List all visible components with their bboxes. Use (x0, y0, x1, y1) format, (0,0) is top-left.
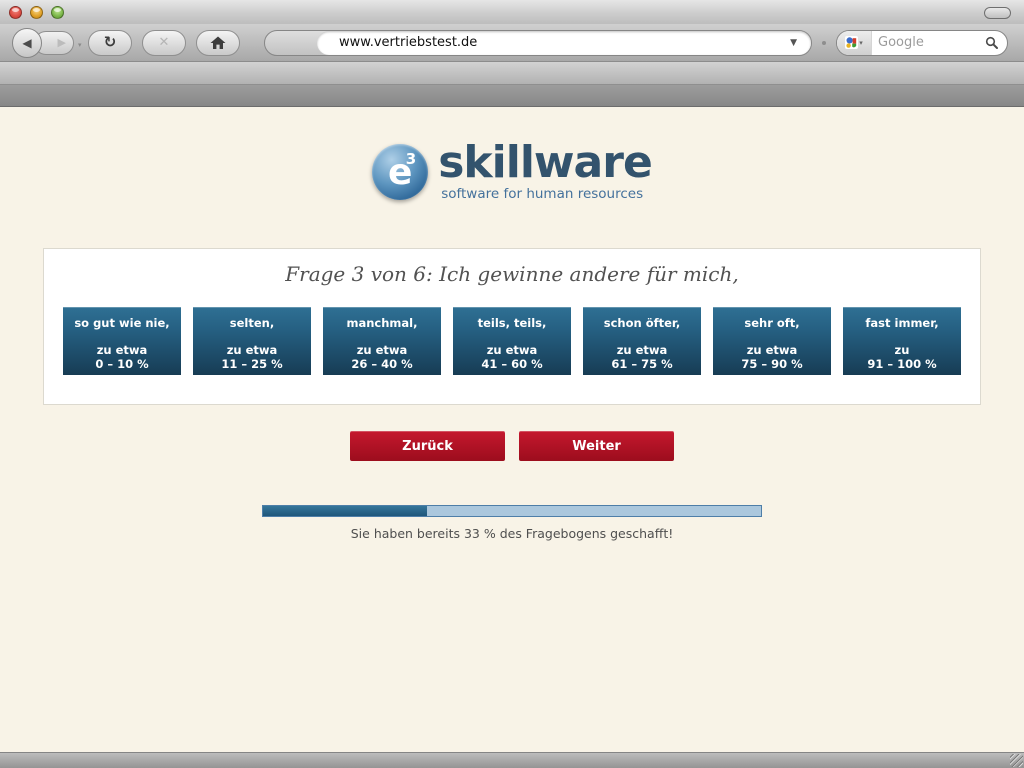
search-icon[interactable] (985, 36, 999, 50)
page-content: e 3 skillware software for human resourc… (0, 107, 1024, 752)
window-controls (9, 6, 64, 19)
tab-strip-band (0, 85, 1024, 107)
home-button[interactable] (196, 29, 240, 56)
url-bar: ▼ (264, 29, 812, 56)
home-icon (210, 36, 226, 50)
answer-button-4[interactable]: schon öfter, zu etwa 61 – 75 % (583, 307, 701, 375)
reload-button[interactable]: ↻ (88, 29, 132, 56)
answer-qualifier: zu (894, 343, 910, 357)
zurueck-button[interactable]: Zurück (350, 431, 505, 461)
answer-label: so gut wie nie, (74, 316, 170, 330)
answer-range: 11 – 25 % (221, 357, 283, 371)
answer-range: 75 – 90 % (741, 357, 803, 371)
navigation-toolbar: ▶ ◀ ▾ ↻ ✕ ▼ (0, 24, 1024, 62)
answer-qualifier: zu etwa (226, 343, 278, 357)
question-card: Frage 3 von 6: Ich gewinne andere für mi… (43, 248, 981, 405)
url-dropdown-icon[interactable]: ▼ (790, 37, 797, 48)
progress-bar (262, 505, 762, 517)
back-button[interactable]: ◀ (12, 27, 42, 58)
answer-button-2[interactable]: manchmal, zu etwa 26 – 40 % (323, 307, 441, 375)
status-bar (0, 752, 1024, 768)
answer-button-6[interactable]: fast immer, zu 91 – 100 % (843, 307, 961, 375)
skillware-logo: e 3 skillware software for human resourc… (372, 137, 653, 203)
reload-icon: ↻ (103, 33, 117, 51)
weiter-button[interactable]: Weiter (519, 431, 674, 461)
search-input[interactable] (872, 35, 978, 50)
answer-button-0[interactable]: so gut wie nie, zu etwa 0 – 10 % (63, 307, 181, 375)
answer-range: 41 – 60 % (481, 357, 543, 371)
answer-qualifier: zu etwa (96, 343, 148, 357)
answer-range: 61 – 75 % (611, 357, 673, 371)
history-dropdown-icon[interactable]: ▾ (78, 40, 82, 49)
logo-e3-icon: e 3 (372, 143, 429, 200)
search-bar: ▾ (836, 29, 1008, 56)
logo-tagline: software for human resources (441, 186, 644, 202)
search-engine-dropdown-icon: ▾ (859, 38, 863, 47)
stop-button[interactable]: ✕ (142, 29, 186, 56)
back-forward-cluster: ▶ ◀ ▾ (12, 27, 82, 58)
answer-label: manchmal, (346, 316, 418, 330)
resize-grip-icon[interactable] (1010, 754, 1023, 767)
answer-options: so gut wie nie, zu etwa 0 – 10 % selten,… (63, 307, 961, 375)
stop-icon: ✕ (158, 35, 170, 50)
forward-icon: ▶ (57, 36, 66, 49)
answer-label: fast immer, (865, 316, 939, 330)
title-bar[interactable] (0, 0, 1024, 24)
answer-qualifier: zu etwa (746, 343, 798, 357)
answer-label: teils, teils, (477, 316, 547, 330)
answer-range: 0 – 10 % (95, 357, 149, 371)
search-engine-selector[interactable]: ▾ (837, 30, 872, 55)
question-title: Frage 3 von 6: Ich gewinne andere für mi… (285, 262, 739, 286)
close-button[interactable] (9, 6, 22, 19)
answer-button-3[interactable]: teils, teils, zu etwa 41 – 60 % (453, 307, 571, 375)
answer-qualifier: zu etwa (486, 343, 538, 357)
logo-exponent: 3 (405, 149, 417, 168)
logo-symbol: e (387, 151, 413, 193)
answer-button-1[interactable]: selten, zu etwa 11 – 25 % (193, 307, 311, 375)
url-input[interactable] (317, 35, 791, 50)
google-logo-icon (845, 36, 859, 49)
answer-button-5[interactable]: sehr oft, zu etwa 75 – 90 % (713, 307, 831, 375)
answer-range: 26 – 40 % (351, 357, 413, 371)
progress-caption: Sie haben bereits 33 % des Fragebogens g… (350, 526, 674, 541)
answer-label: sehr oft, (744, 316, 800, 330)
toolbar-separator-dot (822, 40, 826, 45)
back-icon: ◀ (22, 35, 32, 50)
zoom-button[interactable] (51, 6, 64, 19)
toolbar-toggle-pill[interactable] (984, 7, 1011, 19)
progress-fill (263, 506, 428, 516)
answer-qualifier: zu etwa (356, 343, 408, 357)
logo-text: skillware software for human resources (438, 137, 653, 203)
url-field-wrap: ▼ (317, 30, 811, 55)
answer-qualifier: zu etwa (616, 343, 668, 357)
answer-range: 91 – 100 % (867, 357, 937, 371)
bookmarks-bar (0, 62, 1024, 85)
logo-name: skillware (438, 137, 653, 188)
wizard-nav-buttons: Zurück Weiter (350, 431, 674, 461)
answer-label: schon öfter, (603, 316, 681, 330)
answer-label: selten, (229, 316, 275, 330)
minimize-button[interactable] (30, 6, 43, 19)
